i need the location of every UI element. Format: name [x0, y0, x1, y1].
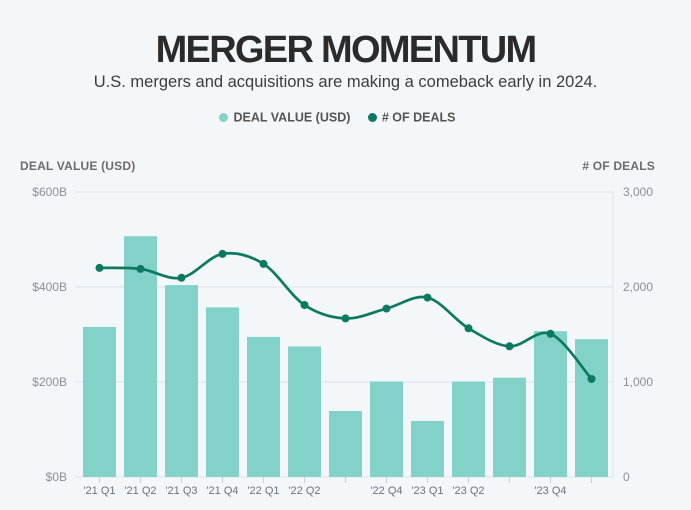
svg-text:'23 Q4: '23 Q4: [534, 485, 566, 497]
svg-text:'21 Q2: '21 Q2: [124, 485, 156, 497]
svg-text:'22 Q4: '22 Q4: [370, 485, 402, 497]
svg-text:$600B: $600B: [32, 185, 67, 199]
svg-text:'21 Q1: '21 Q1: [83, 485, 115, 497]
svg-text:'21 Q3: '21 Q3: [165, 485, 197, 497]
svg-text:2,000: 2,000: [623, 280, 653, 294]
svg-text:'23 Q1: '23 Q1: [411, 485, 443, 497]
svg-text:$0B: $0B: [46, 470, 67, 484]
svg-text:'22 Q2: '22 Q2: [288, 485, 320, 497]
svg-text:'21 Q4: '21 Q4: [206, 485, 238, 497]
svg-text:3,000: 3,000: [623, 185, 653, 199]
svg-text:'22 Q1: '22 Q1: [247, 485, 279, 497]
svg-text:$400B: $400B: [32, 280, 67, 294]
svg-text:'23 Q2: '23 Q2: [452, 485, 484, 497]
svg-text:0: 0: [623, 470, 630, 484]
svg-text:$200B: $200B: [32, 375, 67, 389]
svg-text:1,000: 1,000: [623, 375, 653, 389]
